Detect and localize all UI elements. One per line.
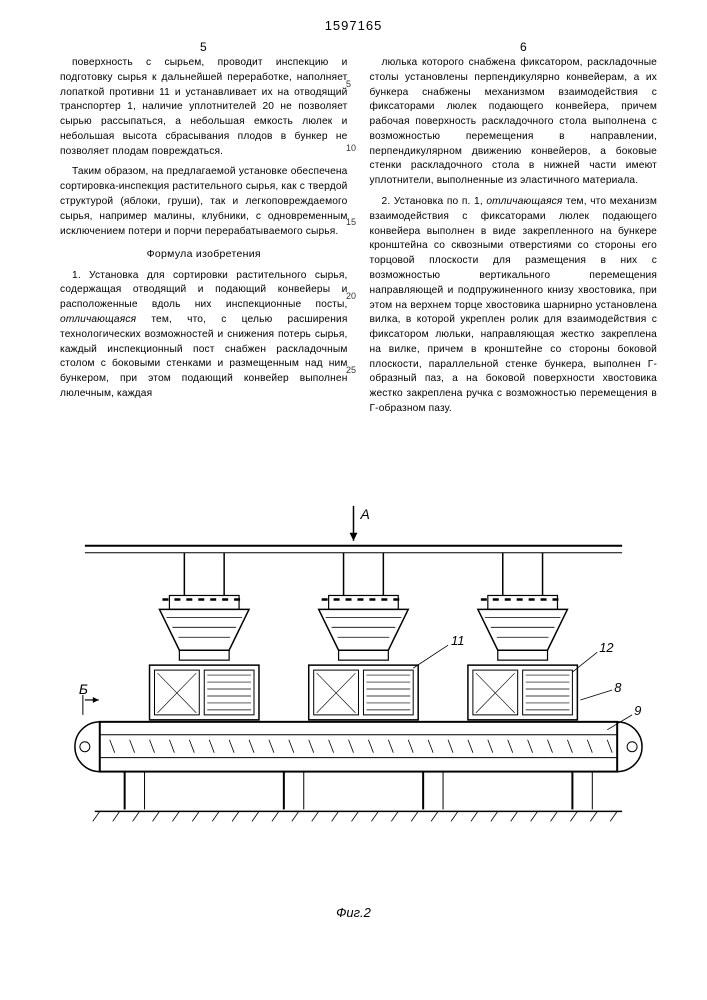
- ref-12: 12: [572, 640, 613, 672]
- patent-number: 1597165: [0, 0, 707, 33]
- side-b-label: Б: [79, 681, 88, 697]
- conveyor-frame: [75, 722, 642, 772]
- claim-text: тем, что механизм взаимодействия с фикса…: [370, 196, 658, 414]
- claim-italic: отличающаяся: [486, 196, 562, 207]
- hopper-1: [159, 595, 249, 660]
- ref-9: 9: [607, 703, 641, 730]
- claim-text: 1. Установка для сортировки растительног…: [60, 270, 348, 311]
- left-column: поверхность с сырьем, проводит инспекцию…: [60, 56, 348, 423]
- paragraph: люлька которого снабжена фиксатором, рас…: [370, 56, 658, 189]
- station-1: [150, 665, 259, 720]
- column-number-left: 5: [200, 40, 207, 54]
- claim-text: 2. Установка по п. 1,: [382, 196, 487, 207]
- overhead-rail: [85, 546, 622, 596]
- ref-label: 9: [634, 703, 641, 718]
- station-3: [468, 665, 577, 720]
- arrow-a: А: [350, 506, 370, 541]
- station-2: [309, 665, 418, 720]
- hopper-3: [478, 595, 568, 660]
- formula-heading: Формула изобретения: [60, 247, 348, 262]
- ref-label: 11: [451, 633, 464, 648]
- text-body: поверхность с сырьем, проводит инспекцию…: [60, 56, 657, 423]
- column-number-right: 6: [520, 40, 527, 54]
- side-arrow-b: Б: [79, 681, 99, 715]
- ref-11: 11: [413, 633, 464, 668]
- claim-2: 2. Установка по п. 1, отличающаяся тем, …: [370, 195, 658, 417]
- ref-8: 8: [580, 680, 622, 700]
- figure-caption: Фиг.2: [336, 905, 371, 920]
- frame-legs: [93, 772, 622, 822]
- right-column: люлька которого снабжена фиксатором, рас…: [370, 56, 658, 423]
- arrow-a-label: А: [359, 506, 369, 522]
- claim-text: тем, что, с целью расширения технологиче…: [60, 314, 348, 399]
- claim-italic: отличающаяся: [60, 314, 136, 325]
- paragraph: поверхность с сырьем, проводит инспекцию…: [60, 56, 348, 159]
- hopper-2: [319, 595, 409, 660]
- machine-diagram: А: [55, 500, 652, 880]
- paragraph: Таким образом, на предлагаемой установке…: [60, 165, 348, 239]
- figure-2: А: [55, 500, 652, 920]
- claim-1: 1. Установка для сортировки растительног…: [60, 269, 348, 402]
- ref-label: 12: [599, 640, 613, 655]
- ref-label: 8: [614, 680, 622, 695]
